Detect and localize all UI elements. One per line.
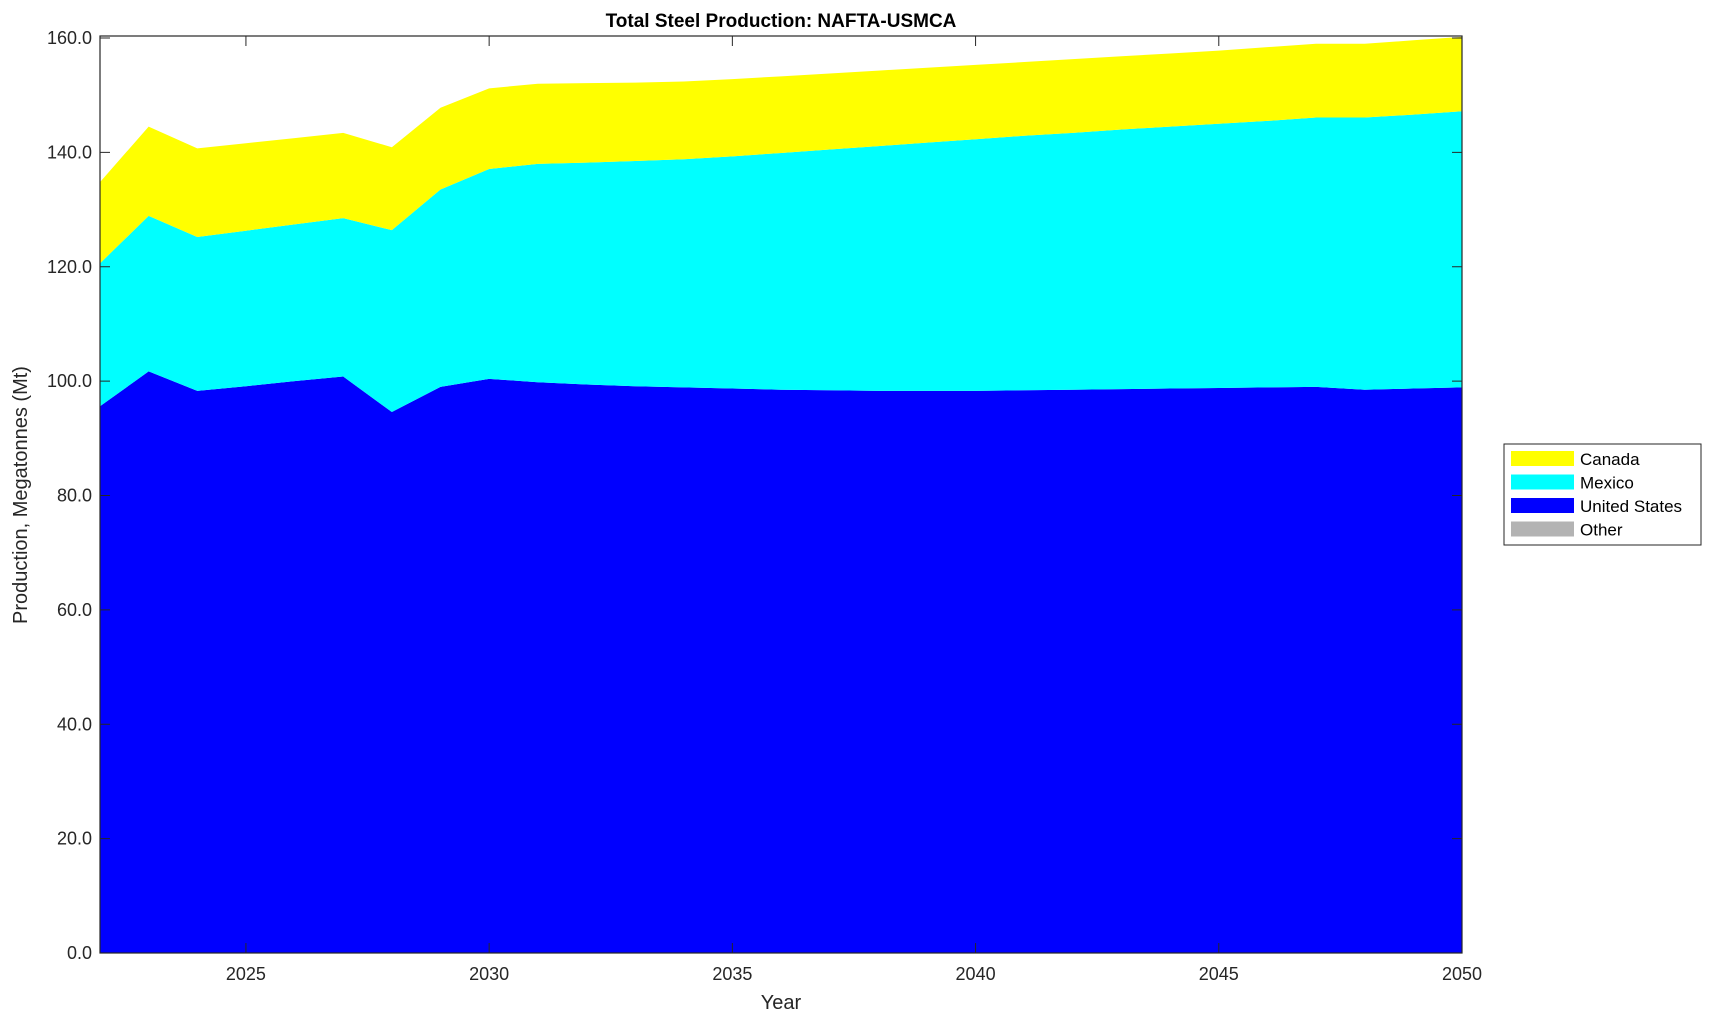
legend-item-canada: Canada	[1511, 450, 1640, 469]
x-tick-label: 2035	[712, 964, 752, 984]
axis-ticks: 2025 2030 2035 2040 2045 2050 0.0 20.0 40.0 60.0 8…	[47, 28, 1482, 984]
plot-area	[100, 36, 1462, 953]
x-tick-label: 2030	[469, 964, 509, 984]
y-tick-label: 0.0	[67, 943, 92, 963]
legend-item-other: Other	[1511, 521, 1623, 540]
area-canada	[100, 36, 1462, 264]
chart-title: Total Steel Production: NAFTA-USMCA	[606, 11, 957, 32]
x-axis-label: Year	[761, 992, 802, 1014]
legend-label: Mexico	[1580, 474, 1634, 493]
y-axis-label: Production, Megatonnes (Mt)	[10, 366, 32, 624]
y-tick-label: 100.0	[47, 371, 92, 391]
legend-item-united-states: United States	[1511, 497, 1682, 516]
y-tick-label: 160.0	[47, 28, 92, 48]
x-tick-label: 2040	[956, 964, 996, 984]
y-tick-label: 60.0	[57, 600, 92, 620]
legend-swatch	[1511, 521, 1574, 537]
legend-label: Canada	[1580, 450, 1640, 469]
y-tick-label: 20.0	[57, 829, 92, 849]
legend-item-mexico: Mexico	[1511, 474, 1634, 493]
area-united-states	[100, 371, 1462, 953]
x-tick-label: 2050	[1442, 964, 1482, 984]
area-mexico	[100, 111, 1462, 413]
legend-swatch	[1511, 498, 1574, 513]
y-tick-label: 120.0	[47, 257, 92, 277]
axes-box	[99, 35, 1463, 954]
x-tick-label: 2045	[1199, 964, 1239, 984]
y-tick-label: 140.0	[47, 142, 92, 162]
legend-label: Other	[1580, 521, 1623, 540]
legend-swatch	[1511, 474, 1574, 490]
legend: Canada Mexico United States Other	[1503, 443, 1702, 546]
legend-label: United States	[1580, 497, 1682, 516]
legend-swatch	[1511, 451, 1574, 466]
x-tick-label: 2025	[226, 964, 266, 984]
y-tick-label: 80.0	[57, 486, 92, 506]
y-tick-label: 40.0	[57, 714, 92, 734]
